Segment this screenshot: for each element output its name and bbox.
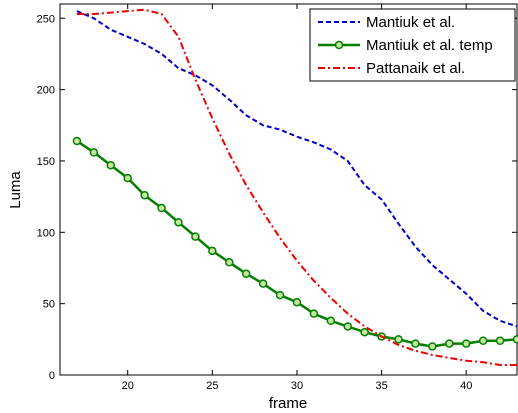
legend-label-mantiuk-temp: Mantiuk et al. temp (366, 37, 493, 54)
data-point (326, 316, 336, 326)
data-point (343, 322, 352, 331)
data-point (360, 327, 369, 337)
data-point (72, 136, 82, 146)
y-tick-label: 50 (43, 299, 55, 311)
data-point (394, 335, 403, 344)
data-point (123, 173, 132, 183)
data-point (208, 246, 217, 256)
x-tick-label: 35 (375, 380, 387, 392)
x-tick-label: 25 (206, 380, 218, 392)
legend: Mantiuk et al. Mantiuk et al. temp Patta… (309, 8, 516, 82)
data-point (225, 258, 234, 267)
data-point (89, 148, 99, 157)
data-point (292, 297, 302, 307)
axis-ticks: 20 25 30 35 40 0 50 100 150 200 250 (37, 4, 517, 392)
data-point (461, 339, 471, 348)
data-point (140, 190, 149, 200)
y-tick-label: 150 (37, 156, 55, 168)
y-tick-label: 250 (37, 13, 55, 25)
data-point (495, 336, 505, 346)
x-tick-label: 40 (460, 380, 472, 392)
data-point (512, 335, 518, 344)
series-line-0 (76, 10, 518, 328)
data-point (258, 279, 268, 288)
data-point (309, 309, 319, 318)
data-point (411, 339, 420, 348)
data-point (478, 336, 488, 346)
data-point (174, 218, 183, 227)
data-point (428, 342, 437, 351)
data-point (241, 269, 251, 278)
y-tick-label: 200 (37, 85, 55, 97)
x-tick-label: 20 (122, 380, 134, 392)
data-point (191, 232, 200, 241)
y-tick-label: 0 (49, 370, 55, 382)
data-point (106, 160, 116, 170)
data-point (157, 203, 166, 213)
legend-marker-mantiuk-temp (334, 40, 344, 50)
y-tick-label: 100 (37, 227, 55, 239)
x-tick-label: 30 (291, 380, 303, 392)
data-point (275, 290, 285, 300)
x-axis-label: frame (269, 395, 307, 412)
legend-label-pattanaik: Pattanaik et al. (366, 60, 465, 77)
y-axis-label: Luma (7, 171, 24, 209)
series-layer (72, 8, 518, 366)
data-point (445, 339, 454, 348)
legend-label-mantiuk: Mantiuk et al. (366, 14, 455, 31)
